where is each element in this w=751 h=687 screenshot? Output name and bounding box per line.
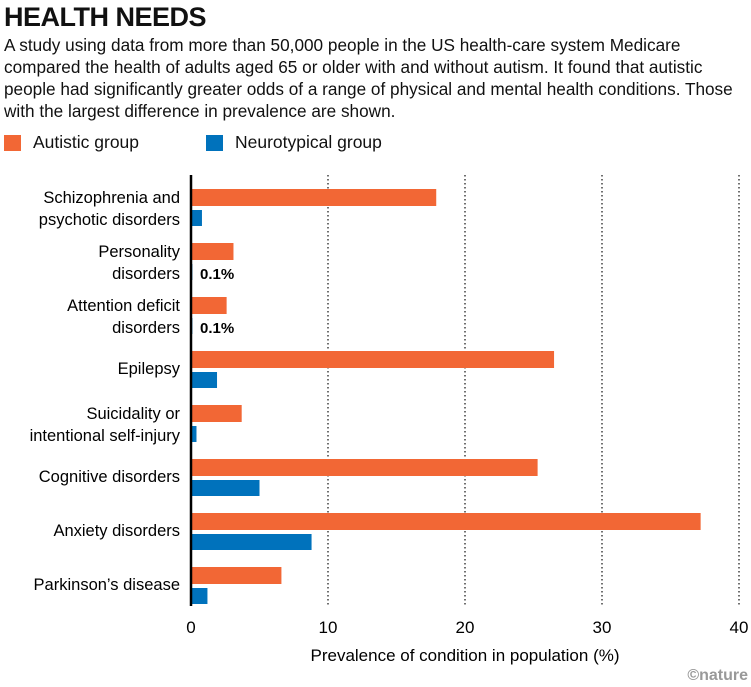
- category-label: disorders: [112, 319, 180, 337]
- bar-neurotypical: [191, 372, 218, 388]
- nature-logo: ©nature: [687, 667, 748, 684]
- bar-autistic: [191, 297, 227, 314]
- x-tick-label: 0: [186, 618, 195, 637]
- data-label: 0.1%: [200, 320, 234, 337]
- bar-autistic: [191, 567, 282, 584]
- bar-neurotypical: [191, 210, 202, 226]
- x-tick-label: 10: [319, 618, 338, 637]
- legend-label-autistic: Autistic group: [33, 132, 140, 152]
- chart-subtitle: A study using data from more than 50,000…: [4, 35, 733, 121]
- category-label: Schizophrenia and: [43, 189, 180, 207]
- category-label: Anxiety disorders: [53, 522, 180, 540]
- category-label: Cognitive disorders: [39, 468, 180, 486]
- category-label: Epilepsy: [118, 360, 181, 378]
- category-label: Suicidality or: [86, 405, 180, 423]
- category-label: Attention deficit: [67, 297, 180, 315]
- bar-neurotypical: [191, 534, 312, 550]
- category-label: psychotic disorders: [39, 211, 180, 229]
- bar-autistic: [191, 189, 437, 206]
- category-label: Parkinson’s disease: [34, 576, 180, 594]
- legend-label-neurotypical: Neurotypical group: [235, 132, 382, 152]
- legend-item-autistic: Autistic group: [4, 132, 139, 153]
- x-tick-label: 20: [456, 618, 475, 637]
- bar-autistic: [191, 513, 701, 530]
- bar-neurotypical: [191, 588, 208, 604]
- bar-autistic: [191, 351, 555, 368]
- data-label: 0.1%: [200, 266, 234, 283]
- bar-neurotypical: [191, 480, 260, 496]
- bar-autistic: [191, 405, 242, 422]
- legend-swatch-autistic: [4, 134, 21, 151]
- category-label: Personality: [98, 243, 180, 261]
- x-tick-label: 30: [593, 618, 612, 637]
- x-axis-title: Prevalence of condition in population (%…: [310, 646, 619, 665]
- bar-autistic: [191, 243, 234, 260]
- category-label: disorders: [112, 265, 180, 283]
- chart-title: HEALTH NEEDS: [4, 2, 207, 32]
- bar-neurotypical: [191, 426, 197, 442]
- bar-autistic: [191, 459, 538, 476]
- legend-item-neurotypical: Neurotypical group: [206, 132, 382, 153]
- x-tick-label: 40: [730, 618, 749, 637]
- category-label: intentional self-injury: [30, 427, 181, 445]
- legend-swatch-neurotypical: [206, 134, 223, 151]
